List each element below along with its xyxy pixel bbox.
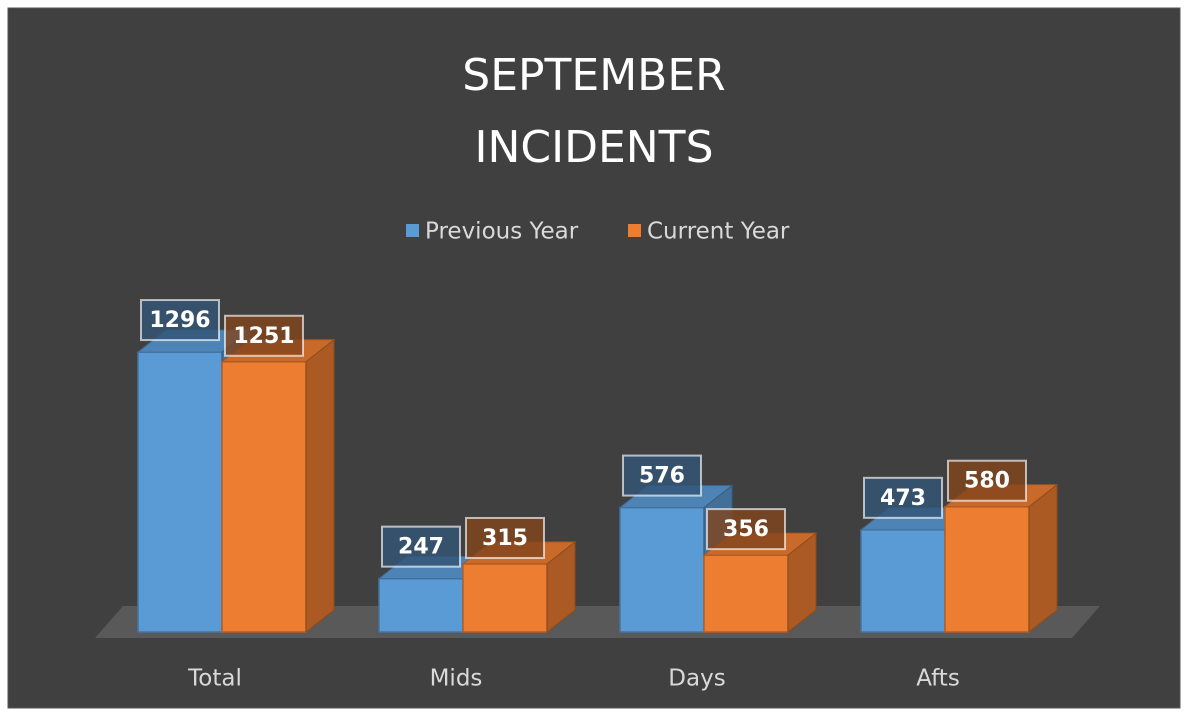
bar-front — [619, 506, 705, 633]
data-label: 576 — [639, 464, 685, 489]
data-label: 1296 — [149, 308, 210, 333]
data-label: 247 — [398, 535, 444, 560]
bar — [943, 483, 1059, 634]
legend-swatch — [628, 224, 641, 237]
x-tick-label: Days — [668, 666, 725, 692]
legend-label: Current Year — [647, 219, 790, 245]
chart-title: SEPTEMBER INCIDENTS — [462, 50, 726, 173]
data-label: 315 — [482, 526, 528, 551]
bar-front — [221, 361, 307, 633]
data-label-box — [465, 516, 545, 559]
data-label: 1251 — [233, 324, 294, 349]
data-label-box — [622, 454, 702, 497]
bar-front — [944, 505, 1030, 633]
legend-swatch — [406, 224, 419, 237]
data-label: 580 — [964, 469, 1010, 494]
x-tick-label: Total — [187, 666, 242, 692]
bar — [220, 338, 336, 634]
x-tick-label: Mids — [430, 666, 483, 692]
x-tick-label: Afts — [916, 666, 960, 692]
bar-front — [462, 563, 548, 633]
bar-side — [1028, 483, 1058, 634]
data-label-box — [706, 508, 786, 551]
legend-label: Previous Year — [425, 219, 579, 245]
data-label: 473 — [880, 486, 926, 511]
bar-side — [546, 540, 576, 634]
bar-side — [787, 532, 817, 634]
data-label-box — [140, 299, 220, 342]
data-label-box — [381, 525, 461, 568]
data-label: 356 — [723, 517, 769, 542]
bar-front — [137, 351, 223, 633]
bar-front — [378, 577, 464, 633]
floor — [95, 606, 1100, 638]
data-label-box — [863, 476, 943, 519]
bar-front — [703, 554, 789, 633]
data-label-box — [224, 314, 304, 357]
data-label-box — [947, 459, 1027, 502]
bar-front — [860, 529, 946, 633]
bar-side — [305, 338, 335, 634]
